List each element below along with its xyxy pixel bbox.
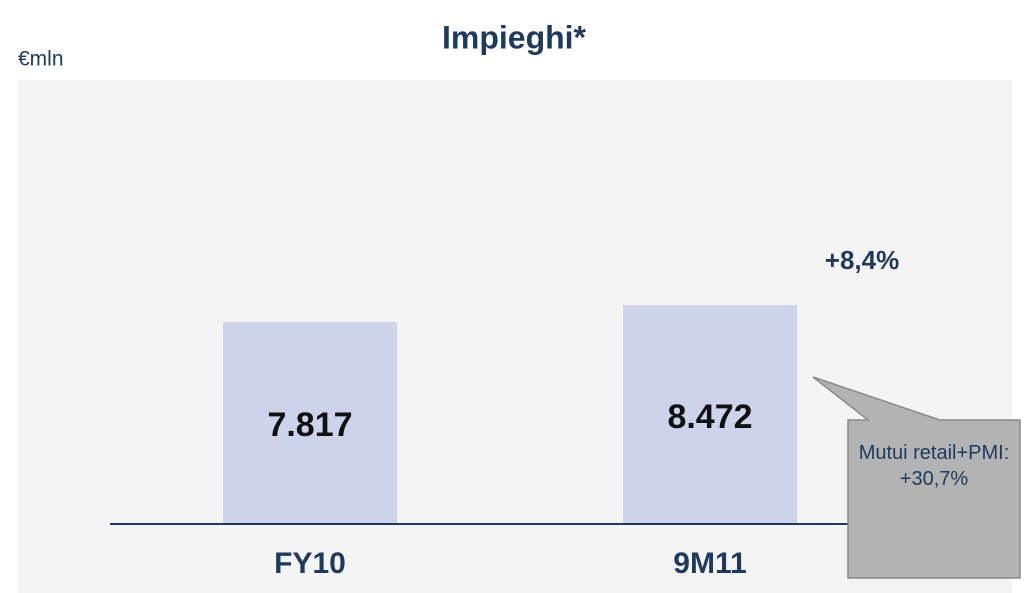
x-tick-label: FY10 — [274, 547, 346, 580]
callout-text: Mutui retail+PMI: +30,7% — [858, 442, 1010, 490]
value-label: 7.817 — [267, 406, 352, 444]
chart-title: Impieghi* — [442, 19, 587, 55]
x-tick-label: 9M11 — [673, 547, 746, 580]
value-label: 8.472 — [667, 398, 752, 436]
plot-background — [18, 80, 1012, 593]
bar — [223, 322, 397, 524]
growth-annotation: +8,4% — [825, 245, 899, 275]
callout-box — [812, 376, 1021, 579]
bar — [623, 305, 797, 524]
unit-label: €mln — [18, 48, 64, 71]
